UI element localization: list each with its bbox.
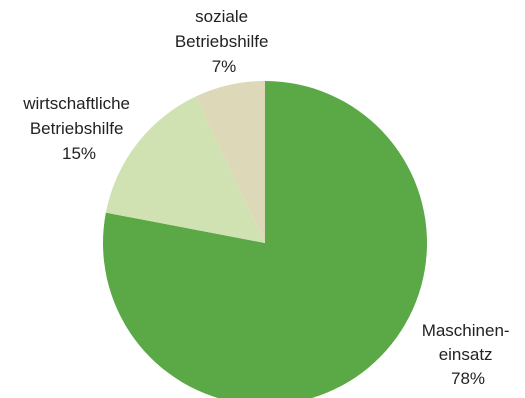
pie-slices bbox=[103, 81, 427, 398]
pie-slice-wirtschaftliche-betriebshilfe bbox=[105, 96, 266, 243]
pie-slice-maschineneinsatz bbox=[103, 81, 427, 398]
slice-label-wirtschaftliche-betriebshilfe: wirtschaftliche Betriebshilfe 15% bbox=[22, 94, 135, 163]
slice-label-maschineneinsatz: Maschinen- einsatz 78% bbox=[422, 321, 515, 388]
slice-label-soziale-betriebshilfe: soziale Betriebshilfe 7% bbox=[175, 7, 273, 76]
pie-slice-soziale-betriebshilfe bbox=[196, 81, 265, 243]
